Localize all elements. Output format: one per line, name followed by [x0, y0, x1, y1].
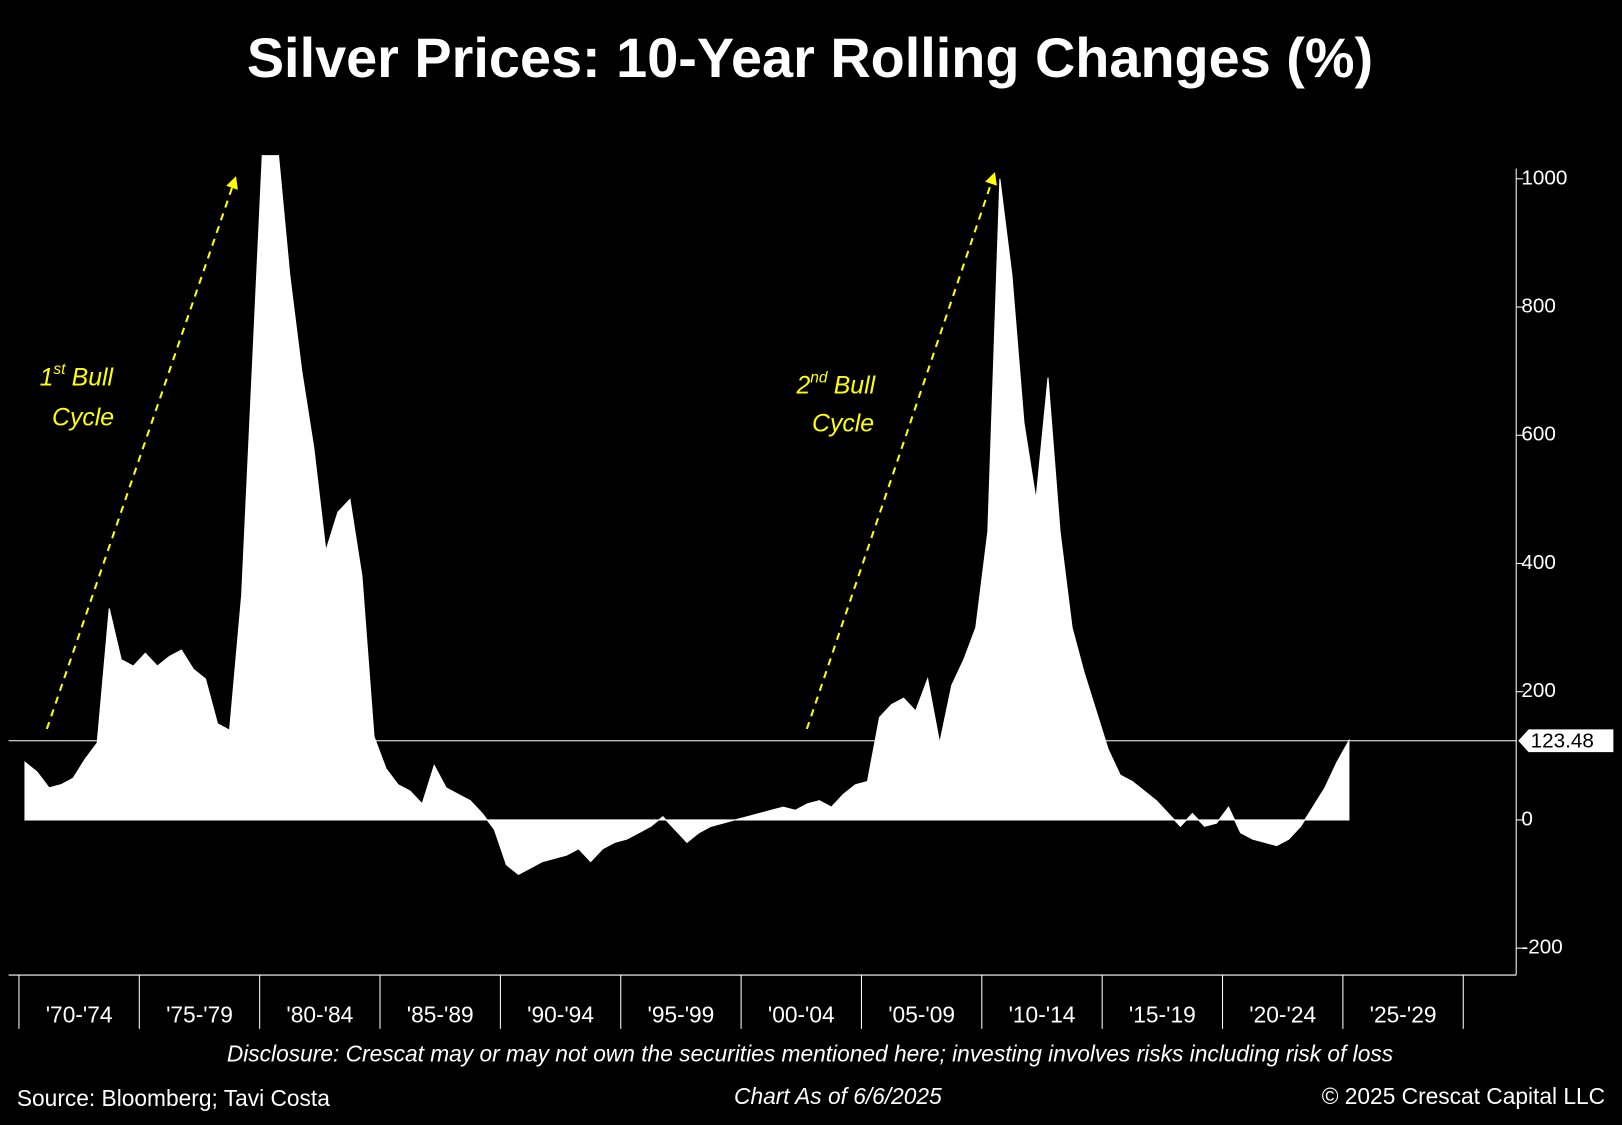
x-tick-label: '05-'09 — [888, 1001, 955, 1027]
x-tick-label: '15-'19 — [1129, 1001, 1196, 1027]
x-tick-label: '25-'29 — [1370, 1001, 1437, 1027]
y-tick-label: 800 — [1521, 295, 1556, 318]
x-tick-label: '80-'84 — [286, 1001, 353, 1027]
annotation-text: Bull — [834, 372, 877, 399]
plot-area — [24, 155, 1350, 876]
annotation-ordinal: 1 — [40, 364, 54, 391]
y-tick-label: 600 — [1521, 423, 1556, 446]
x-tick-label: '10-'14 — [1009, 1001, 1076, 1027]
x-tick-label: '95-'99 — [648, 1001, 715, 1027]
x-tick-label: '85-'89 — [407, 1001, 474, 1027]
y-tick-label: 400 — [1521, 551, 1556, 574]
annotation: 2nd Bull — [796, 370, 877, 400]
x-tick-label: '20-'24 — [1249, 1001, 1316, 1027]
source: Source: Bloomberg; Tavi Costa — [17, 1085, 330, 1111]
chart-title: Silver Prices: 10-Year Rolling Changes (… — [247, 26, 1373, 89]
arrow — [45, 176, 238, 730]
annotation: Cycle — [52, 404, 114, 431]
x-tick-label: '75-'79 — [166, 1001, 233, 1027]
y-tick-label: -200 — [1521, 936, 1562, 959]
x-tick-label: '70-'74 — [46, 1001, 113, 1027]
y-tick-label: 200 — [1521, 679, 1556, 702]
annotation: Cycle — [812, 411, 874, 438]
area — [24, 155, 1350, 876]
annotation-suffix: nd — [810, 370, 829, 387]
value-label-box — [1518, 729, 1614, 753]
y-tick-label: 0 — [1521, 807, 1533, 830]
as-of: Chart As of 6/6/2025 — [734, 1083, 942, 1109]
y-tick-label: 1000 — [1521, 166, 1567, 189]
copyright: © 2025 Crescat Capital LLC — [1322, 1083, 1605, 1109]
disclosure: Disclosure: Crescat may or may not own t… — [227, 1041, 1393, 1067]
x-tick-label: '90-'94 — [527, 1001, 594, 1027]
arrow — [805, 171, 997, 730]
x-tick-label: '00-'04 — [768, 1001, 835, 1027]
annotation: 1st Bull — [40, 361, 115, 391]
annotation-text: Bull — [72, 364, 115, 391]
annotation-suffix: st — [53, 361, 66, 378]
annotation-ordinal: 2 — [796, 372, 811, 399]
value-label: 123.48 — [1531, 729, 1594, 752]
